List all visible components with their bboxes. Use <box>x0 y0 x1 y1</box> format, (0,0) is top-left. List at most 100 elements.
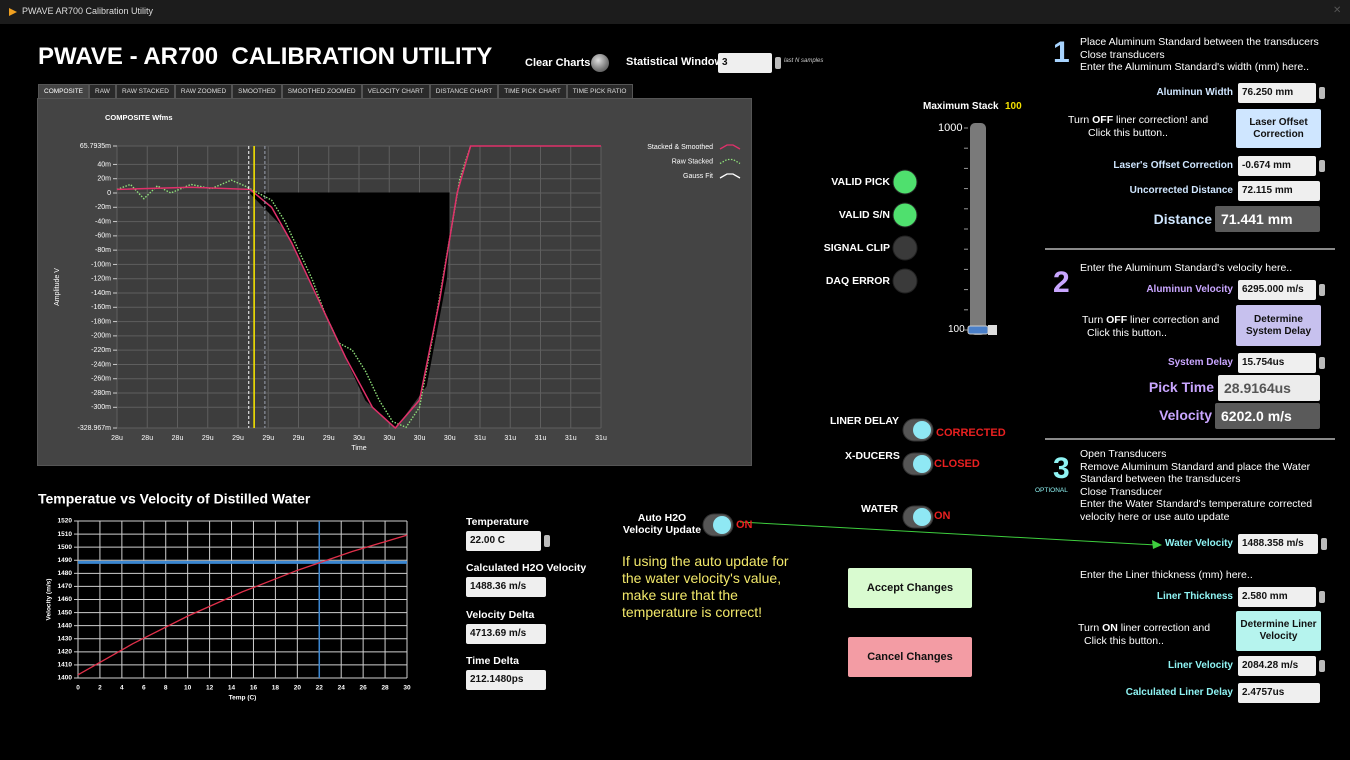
text-field[interactable]: 15.754us <box>1238 353 1325 373</box>
x-tick-label: 29u <box>232 435 244 442</box>
y-tick-label: -60m <box>95 233 111 240</box>
tab-bar: COMPOSITE RAW RAW STACKED RAW ZOOMED SMOOTHE… <box>38 84 633 99</box>
slider-thumb <box>967 325 989 335</box>
toggle-label: WATER <box>861 503 899 515</box>
y-tick-label: -120m <box>91 276 111 283</box>
instruction-line: Enter the Aluminum Standard's width (mm)… <box>1080 61 1310 73</box>
field-label: Liner Thickness <box>1156 591 1233 602</box>
field-label: Aluminun Width <box>1156 87 1233 98</box>
x-tick-label: 26 <box>360 685 368 692</box>
x-tick-label: 31u <box>504 435 516 442</box>
text-field[interactable]: 6295.000 m/s <box>1238 280 1325 300</box>
x-tick-label: 30u <box>353 435 365 442</box>
y-tick-label: -160m <box>91 304 111 311</box>
prompt: Turn OFF liner correction and Click this … <box>1082 314 1219 339</box>
instruction-line: Close Transducer <box>1080 485 1163 498</box>
text-field[interactable]: 1488.358 m/s <box>1238 534 1327 554</box>
window-title: PWAVE AR700 Calibration Utility <box>22 6 154 16</box>
toggle-state: CORRECTED <box>936 427 1006 439</box>
field-label: Laser's Offset Correction <box>1113 160 1233 171</box>
instruction-line: Place Aluminum Standard between the tran… <box>1080 36 1319 48</box>
prompt-text: liner correction and <box>1117 622 1211 634</box>
x-tick-label: 14 <box>228 685 236 692</box>
x-tick-label: 29u <box>262 435 274 442</box>
x-tick-label: 28u <box>172 435 184 442</box>
indicator-label: VALID PICK <box>831 176 890 188</box>
x-tick-label: 31u <box>474 435 486 442</box>
status-light <box>892 202 918 228</box>
x-tick-label: 29u <box>293 435 305 442</box>
y-tick-label: 1470 <box>58 583 73 590</box>
toggle-knob <box>913 421 931 439</box>
velocity-line <box>77 534 408 676</box>
legend-label: Raw Stacked <box>672 158 713 165</box>
y-tick-label: 1490 <box>58 557 73 564</box>
step-number: 3 <box>1053 452 1070 485</box>
instruction-line: Close transducers <box>1080 48 1165 61</box>
x-tick-label: 28 <box>381 685 389 692</box>
x-tick-label: 24 <box>338 685 346 692</box>
note: If using the auto update for the water v… <box>622 553 789 620</box>
text-field[interactable]: 2.580 mm <box>1238 587 1325 607</box>
y-tick-label: 1450 <box>58 609 73 616</box>
x-tick-label: 30u <box>383 435 395 442</box>
prompt-bold: OFF <box>1106 314 1128 326</box>
clear-charts-button[interactable] <box>591 54 609 72</box>
text-field[interactable]: 2084.28 m/s <box>1238 656 1325 676</box>
app-icon <box>9 8 17 16</box>
text-field: 72.115 mm <box>1238 181 1320 201</box>
text-field: 212.1480ps <box>466 670 546 690</box>
legend-swatch <box>719 173 741 179</box>
laser-offset-button[interactable]: Laser Offset Correction <box>1236 109 1321 148</box>
y-tick-label: 0 <box>107 190 111 197</box>
step-number: 1 <box>1053 36 1070 69</box>
close-button[interactable]: ✕ <box>1333 5 1342 16</box>
x-tick-label: 0 <box>76 685 80 692</box>
toggle-knob <box>713 516 731 534</box>
prompt-line: Click this button.. <box>1084 634 1164 647</box>
cancel-button[interactable]: Cancel Changes <box>848 637 972 677</box>
result-value: 28.9164us <box>1218 375 1320 401</box>
y-tick-label: 1400 <box>58 675 73 682</box>
result-value: 71.441 mm <box>1215 206 1320 232</box>
x-tick-label: 16 <box>250 685 258 692</box>
step-number: 2 <box>1053 266 1070 299</box>
stat-window-field[interactable]: 3 <box>718 53 781 73</box>
text-field[interactable]: 22.00 C <box>466 531 550 551</box>
accept-button[interactable]: Accept Changes <box>848 568 972 608</box>
x-tick-label: 18 <box>272 685 280 692</box>
x-tick-label: 30u <box>444 435 456 442</box>
stat-window-label: Statistical Window <box>626 56 724 68</box>
field-label: Time Delta <box>466 655 519 667</box>
text-field[interactable]: 76.250 mm <box>1238 83 1325 103</box>
separator <box>1045 248 1335 250</box>
x-tick-label: 29u <box>323 435 335 442</box>
status-light <box>892 169 918 195</box>
field-label: Water Velocity <box>1165 538 1233 549</box>
slider-track <box>970 123 986 335</box>
result-label: Pick Time <box>1148 379 1214 395</box>
x-tick-label: 28u <box>111 435 123 442</box>
liner-velocity-button[interactable]: Determine Liner Velocity <box>1236 611 1321 651</box>
stack-value: 100 <box>1005 101 1022 112</box>
tab[interactable]: RAW <box>89 84 116 99</box>
y-tick-label: -40m <box>95 218 111 225</box>
y-tick-label: 1500 <box>58 544 73 551</box>
x-tick-label: 28u <box>141 435 153 442</box>
instruction: Open Transducers Remove Aluminum Standard… <box>1080 448 1330 523</box>
prompt-line: Click this button.. <box>1087 326 1167 339</box>
legend-swatch <box>719 158 741 165</box>
x-tick-label: 31u <box>535 435 547 442</box>
x-tick-label: 20 <box>294 685 302 692</box>
text-field: 2.4757us <box>1238 683 1320 703</box>
chart-title: Temperatue vs Velocity of Distilled Wate… <box>38 491 311 507</box>
prompt-text: liner correction! and <box>1113 114 1209 126</box>
instruction-line: Enter the Aluminum Standard's velocity h… <box>1080 262 1293 274</box>
text-field: 4713.69 m/s <box>466 624 546 644</box>
y-tick-label: -328.967m <box>78 425 112 432</box>
instruction-line: Enter the Water Standard's temperature c… <box>1080 498 1313 523</box>
result-label: Velocity <box>1159 407 1212 423</box>
system-delay-button[interactable]: Determine System Delay <box>1236 305 1321 346</box>
text-field[interactable]: -0.674 mm <box>1238 156 1325 176</box>
